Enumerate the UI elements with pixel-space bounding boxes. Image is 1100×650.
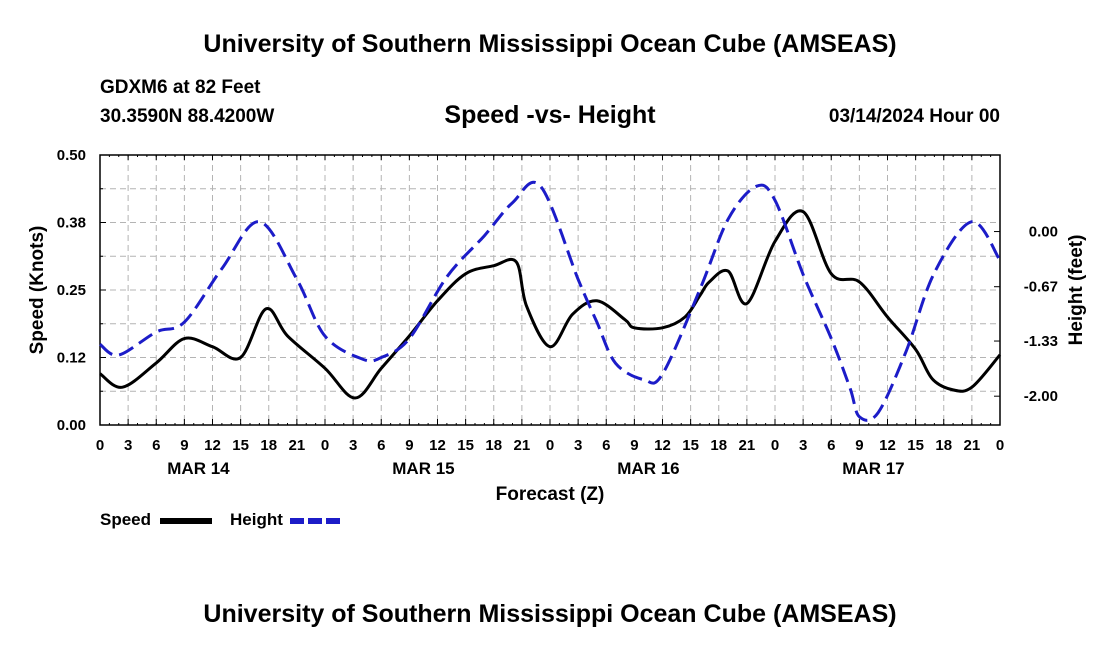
- x-tick-label: 21: [739, 437, 756, 454]
- x-tick-label: 21: [289, 437, 306, 454]
- x-tick-label: 15: [682, 437, 699, 454]
- right-tick-label: -0.67: [1024, 279, 1058, 296]
- x-tick-label: 3: [349, 437, 357, 454]
- x-tick-label: 6: [152, 437, 160, 454]
- legend-height-swatch: [290, 518, 342, 524]
- x-tick-label: 18: [260, 437, 277, 454]
- right-axis-label: Height (feet): [1066, 235, 1087, 346]
- x-tick-label: 18: [935, 437, 952, 454]
- x-tick-label: 0: [96, 437, 104, 454]
- x-axis: 0 3 6 9 12 15 18 21 0 3 6 9 12 15 18 21 0 3 6 9 12 15 18 21 0 3 6 9…: [96, 155, 1004, 478]
- x-tick-label: 0: [321, 437, 329, 454]
- height-series-line: [99, 180, 1002, 422]
- x-tick-label: 15: [232, 437, 249, 454]
- x-tick-label: 9: [180, 437, 188, 454]
- x-tick-label: 12: [879, 437, 896, 454]
- x-tick-label: 21: [964, 437, 981, 454]
- right-tick-label: -2.00: [1024, 388, 1058, 405]
- page-title: University of Southern Mississippi Ocean…: [203, 30, 897, 58]
- x-tick-label: 6: [827, 437, 835, 454]
- left-tick-label: 0.38: [57, 215, 86, 232]
- left-axis-label: Speed (Knots): [27, 226, 48, 355]
- left-tick-label: 0.25: [57, 282, 86, 299]
- x-tick-label: 15: [907, 437, 924, 454]
- date-label: MAR 16: [617, 459, 679, 478]
- date-label: MAR 14: [167, 459, 230, 478]
- x-tick-label: 6: [602, 437, 610, 454]
- x-tick-label: 21: [514, 437, 531, 454]
- right-y-axis: 0.00 -0.67 -1.33 -2.00: [994, 224, 1058, 405]
- x-tick-label: 0: [771, 437, 779, 454]
- left-tick-label: 0.00: [57, 417, 86, 434]
- x-tick-label: 18: [710, 437, 727, 454]
- x-tick-label: 12: [204, 437, 221, 454]
- right-tick-label: -1.33: [1024, 333, 1058, 350]
- x-tick-label: 0: [996, 437, 1004, 454]
- left-tick-label: 0.50: [57, 147, 86, 164]
- coordinates-label: 30.3590N 88.4200W: [100, 106, 275, 127]
- x-tick-label: 3: [574, 437, 582, 454]
- legend-height-label: Height: [230, 510, 283, 529]
- x-tick-label: 0: [546, 437, 554, 454]
- chart-grid: [100, 155, 1000, 425]
- date-label: MAR 17: [842, 459, 904, 478]
- x-tick-label: 9: [630, 437, 638, 454]
- x-tick-label: 6: [377, 437, 385, 454]
- right-tick-label: 0.00: [1029, 224, 1058, 241]
- date-label: MAR 15: [392, 459, 454, 478]
- x-axis-label: Forecast (Z): [496, 484, 605, 505]
- x-tick-label: 3: [799, 437, 807, 454]
- x-tick-label: 12: [429, 437, 446, 454]
- left-y-axis: 0.00 0.12 0.25 0.38 0.50: [57, 147, 106, 434]
- x-tick-label: 15: [457, 437, 474, 454]
- legend-speed-label: Speed: [100, 510, 152, 529]
- station-label: GDXM6 at 82 Feet: [100, 77, 261, 98]
- forecast-datetime: 03/14/2024 Hour 00: [828, 106, 1000, 127]
- x-tick-label: 9: [405, 437, 413, 454]
- x-tick-label: 12: [654, 437, 671, 454]
- x-tick-label: 9: [855, 437, 863, 454]
- x-tick-label: 18: [485, 437, 502, 454]
- chart-subtitle: Speed -vs- Height: [444, 101, 656, 129]
- x-tick-label: 3: [124, 437, 132, 454]
- left-tick-label: 0.12: [57, 350, 86, 367]
- legend-speed-swatch: [160, 518, 212, 524]
- footer-title: University of Southern Mississippi Ocean…: [203, 600, 897, 628]
